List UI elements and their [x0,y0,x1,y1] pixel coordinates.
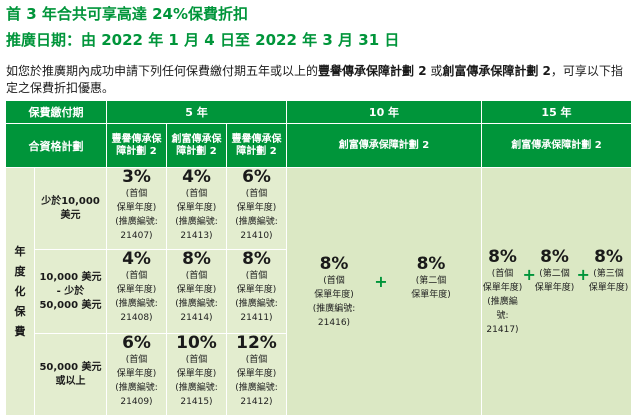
promo-title: 首 3 年合共可享高達 24%保費折扣 [6,5,249,23]
discount-cell: 4% (首個 保單年度) (推廣編號: 21413) [166,167,227,250]
plan-fy2-5: 豐譽傳承保障計劃 2 [226,123,287,168]
header-eligible-plans: 合資格計劃 [5,123,107,168]
plan-fy-5: 豐譽傳承保障計劃 2 [106,123,167,168]
discount-cell: 3% (首個 保單年度) (推廣編號: 21407) [106,167,167,250]
intro-text-3: ，可享以下指定之保費折扣優惠。 [6,64,623,95]
discount-cell: 12% (首個 保單年度) (推廣編號: 21412) [226,333,287,416]
discount-cell: 6% (首個 保單年度) (推廣編號: 21410) [226,167,287,250]
fifteen-year-discount: 8% (首個 保單年度) (推廣編號: 21417) + 8% (第二個 保單年… [481,167,632,416]
discount-cell: 10% (首個 保單年度) (推廣編號: 21415) [166,333,227,416]
discount-cell: 8% (首個 保單年度) (推廣編號: 21414) [166,249,227,334]
discount-cell: 8% (首個 保單年度) (推廣編號: 21411) [226,249,287,334]
intro-paragraph: 如您於推廣期內成功申請下列任何保費繳付期五年或以上的豐譽傳承保障計劃 2 或創富… [6,63,626,97]
band-10000-to-50000: 10,000 美元 - 少於 50,000 美元 [34,249,107,334]
plus-sign: + [522,264,536,284]
header-term-10: 10 年 [286,100,482,124]
intro-text-2: 或 [426,64,443,78]
header-term-5: 5 年 [106,100,287,124]
plan-cf-5: 創富傳承保障計劃 2 [166,123,227,168]
plan-cf-10: 創富傳承保障計劃 2 [286,123,482,168]
intro-plan-b: 創富傳承保障計劃 2 [442,64,551,78]
header-term-15: 15 年 [481,100,632,124]
discount-cell: 4% (首個 保單年度) (推廣編號: 21408) [106,249,167,334]
promo-period: 推廣日期：由 2022 年 1 月 4 日至 2022 年 3 月 31 日 [6,31,400,49]
band-under-10000: 少於10,000 美元 [34,167,107,250]
discount-cell: 6% (首個 保單年度) (推廣編號: 21409) [106,333,167,416]
ten-year-discount: 8% (首個 保單年度) (推廣編號: 21416) + 8% (第二個 保單年… [286,167,482,416]
header-payment-term: 保費繳付期 [5,100,107,124]
plan-cf-15: 創富傳承保障計劃 2 [481,123,632,168]
annualized-premium-label: 年 度 化 保 費 [5,167,35,416]
plus-sign: + [374,271,388,291]
intro-plan-a: 豐譽傳承保障計劃 2 [318,64,427,78]
discount-table: 保費繳付期 5 年 10 年 15 年 合資格計劃 豐譽傳承保障計劃 2 創富傳… [5,100,632,416]
plus-sign: + [576,264,590,284]
intro-text-1: 如您於推廣期內成功申請下列任何保費繳付期五年或以上的 [6,64,319,78]
band-50000-plus: 50,000 美元 或以上 [34,333,107,416]
